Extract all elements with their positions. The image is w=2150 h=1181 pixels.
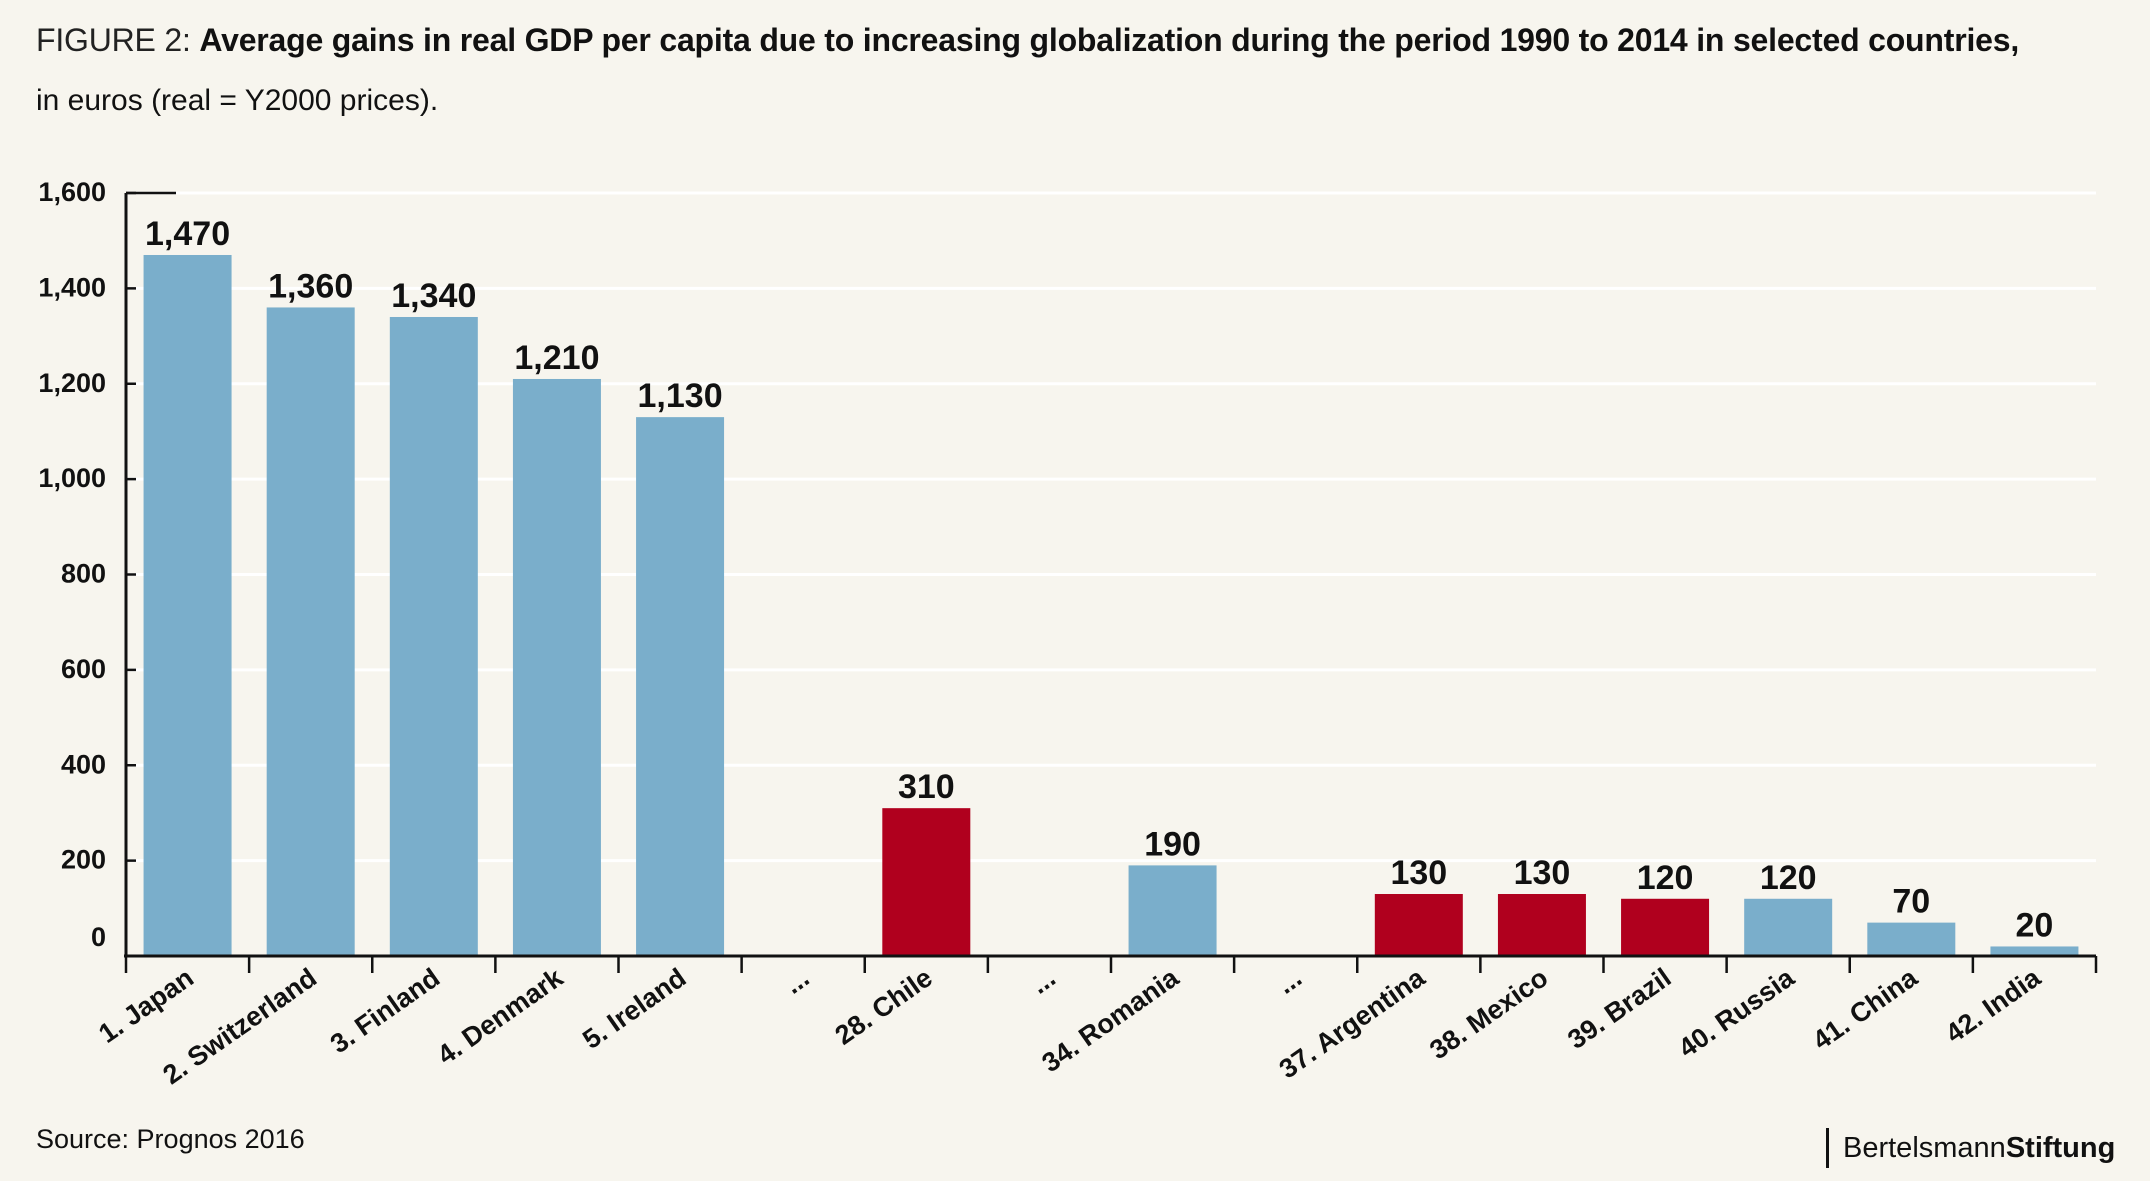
y-tick-label: 200 — [61, 845, 106, 875]
x-tick-label: 5. Ireland — [577, 962, 691, 1055]
source-note: Source: Prognos 2016 — [36, 1124, 305, 1154]
y-tick-label: 1,400 — [38, 272, 106, 302]
bar — [1990, 946, 2079, 956]
value-label: 130 — [1514, 854, 1571, 892]
x-tick-label: 34. Romania — [1037, 962, 1185, 1078]
bar — [1621, 898, 1710, 956]
bar — [1128, 865, 1217, 956]
y-tick-label: 1,200 — [38, 368, 106, 398]
x-tick-label: 3. Finland — [325, 962, 445, 1059]
bar — [1744, 898, 1833, 956]
bar — [1497, 894, 1586, 956]
value-label: 1,470 — [145, 215, 230, 253]
figure-label: FIGURE 2: — [36, 22, 200, 58]
brand-logo: BertelsmannStiftung — [1826, 1128, 2115, 1168]
x-tick-label: 42. India — [1940, 962, 2047, 1049]
x-tick-label: 39. Brazil — [1562, 962, 1676, 1055]
y-tick-label: 1,000 — [38, 463, 106, 493]
bar — [512, 378, 601, 956]
bar — [389, 316, 478, 956]
value-label: 120 — [1637, 859, 1694, 897]
x-tick-label: 1. Japan — [93, 962, 199, 1049]
value-label: 310 — [898, 768, 955, 806]
y-tick-label: 0 — [91, 922, 106, 952]
x-tick-label: ... — [779, 962, 815, 999]
value-label: 120 — [1760, 859, 1817, 897]
x-tick-label: ... — [1271, 962, 1307, 999]
chart-subtitle: in euros (real = Y2000 prices). — [36, 84, 439, 117]
x-tick-label: 28. Chile — [830, 962, 938, 1050]
value-label: 1,340 — [391, 277, 476, 315]
value-label: 190 — [1144, 825, 1201, 863]
x-tick-label: 4. Denmark — [432, 962, 569, 1071]
bar — [143, 254, 232, 956]
bar — [1374, 894, 1463, 956]
value-label: 130 — [1390, 854, 1447, 892]
value-label: 1,210 — [514, 339, 599, 377]
value-label: 1,360 — [268, 267, 353, 305]
y-tick-label: 400 — [61, 749, 106, 779]
brand-part2: Stiftung — [2005, 1132, 2116, 1164]
x-tick-label: 41. China — [1807, 962, 1923, 1056]
value-label: 70 — [1892, 883, 1930, 921]
value-label: 1,130 — [638, 377, 723, 415]
y-tick-label: 800 — [61, 559, 106, 589]
chart-title: FIGURE 2: Average gains in real GDP per … — [36, 22, 2019, 59]
axes — [124, 191, 2098, 973]
value-labels: 1,470 1,360 1,340 1,210 1,130 310 190 130 130 120… — [145, 215, 2053, 944]
bar — [882, 808, 971, 956]
bar — [1867, 922, 1956, 956]
y-tick-label: 1,600 — [38, 177, 106, 207]
bar — [636, 417, 725, 957]
x-tick-label: 38. Mexico — [1424, 962, 1553, 1065]
x-tick-label: ... — [1025, 962, 1061, 999]
bars — [143, 254, 2079, 957]
brand-part1: Bertelsmann — [1843, 1132, 2006, 1164]
y-tick-label: 600 — [61, 654, 106, 684]
x-tick-label: 40. Russia — [1673, 962, 1800, 1064]
bar — [266, 307, 355, 956]
chart-title-main: Average gains in real GDP per capita due… — [199, 22, 2020, 58]
value-label: 20 — [2016, 906, 2054, 944]
